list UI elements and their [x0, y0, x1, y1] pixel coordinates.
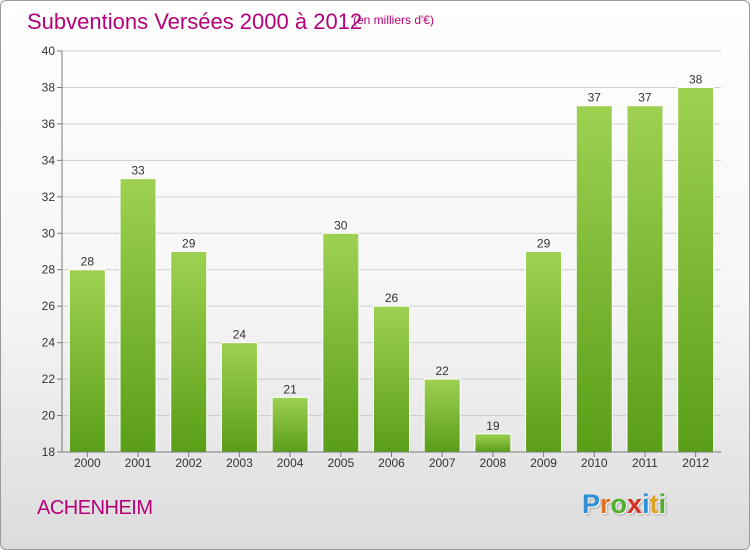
bar-2004 — [271, 396, 309, 453]
chart-subtitle: (en milliers d'€) — [353, 13, 434, 27]
x-tick-label: 2002 — [175, 456, 202, 470]
data-label: 37 — [588, 91, 602, 105]
data-label: 28 — [81, 255, 95, 269]
x-tick-label: 2007 — [429, 456, 456, 470]
y-tick-label: 38 — [42, 80, 56, 94]
bar-2000 — [68, 269, 106, 453]
data-label: 38 — [689, 72, 703, 86]
y-tick-label: 24 — [42, 336, 56, 350]
y-tick-label: 40 — [42, 44, 56, 58]
logo-letter: o — [610, 489, 628, 519]
x-tick-label: 2008 — [480, 456, 507, 470]
logo-letter: P — [582, 489, 601, 519]
data-label: 22 — [436, 364, 450, 378]
x-tick-label: 2006 — [378, 456, 405, 470]
data-label: 19 — [486, 419, 500, 433]
y-tick-label: 32 — [42, 190, 56, 204]
bar-2009 — [525, 251, 563, 453]
data-label: 37 — [638, 91, 652, 105]
bars — [68, 86, 715, 453]
x-tick-label: 2005 — [327, 456, 354, 470]
bar-2003 — [220, 342, 258, 453]
data-label: 21 — [283, 382, 297, 396]
data-label: 29 — [182, 237, 196, 251]
y-tick-label: 34 — [42, 153, 56, 167]
bar-2005 — [322, 232, 360, 453]
x-tick-label: 2010 — [581, 456, 608, 470]
logo-letter: i — [642, 489, 650, 519]
bar-2001 — [119, 178, 157, 453]
data-label: 24 — [233, 328, 247, 342]
x-tick-labels: 2000 2001 2002 2003 2004 2005 2006 2007 2008 2009… — [74, 456, 709, 470]
chart-title: Subventions Versées 2000 à 2012 — [27, 9, 363, 34]
bar-2002 — [170, 251, 208, 453]
x-tick-label: 2012 — [682, 456, 709, 470]
bar-2010 — [575, 105, 613, 453]
x-tick-label: 2004 — [277, 456, 304, 470]
x-tick-label: 2001 — [125, 456, 152, 470]
y-tick-label: 36 — [42, 117, 56, 131]
y-tick-labels: 18 20 22 24 26 28 30 32 34 36 38 40 — [42, 44, 56, 459]
bar-2007 — [423, 378, 461, 453]
logo-letter: i — [658, 489, 667, 519]
bar-2011 — [626, 105, 664, 453]
x-tick-label: 2003 — [226, 456, 253, 470]
data-label: 26 — [385, 291, 399, 305]
x-tick-label: 2011 — [632, 456, 658, 470]
axes — [57, 50, 721, 457]
data-label: 29 — [537, 237, 551, 251]
data-label: 30 — [334, 218, 348, 232]
commune-name: ACHENHEIM — [37, 497, 153, 519]
proxiti-logo: Proxiti — [582, 489, 666, 520]
bar-2012 — [677, 86, 715, 453]
x-tick-label: 2000 — [74, 456, 101, 470]
y-tick-label: 30 — [42, 226, 56, 240]
y-tick-label: 22 — [42, 372, 56, 386]
logo-letter: r — [600, 489, 611, 519]
x-tick-label: 2009 — [530, 456, 557, 470]
data-labels: 28 33 29 24 21 30 26 22 19 29 37 37 38 — [81, 72, 703, 432]
bar-2008 — [474, 433, 512, 453]
logo-letter: t — [649, 489, 659, 519]
data-label: 33 — [131, 164, 145, 178]
y-tick-label: 18 — [42, 445, 56, 459]
y-tick-label: 26 — [42, 299, 56, 313]
y-tick-label: 20 — [42, 409, 56, 423]
y-tick-label: 28 — [42, 263, 56, 277]
logo-letter: x — [627, 489, 643, 519]
bar-2006 — [373, 305, 410, 453]
